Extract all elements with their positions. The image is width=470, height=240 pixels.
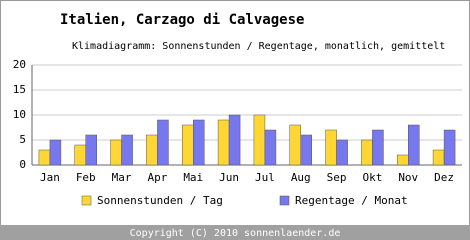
bar [397,154,409,166]
x-tick-label: Nov [398,171,418,184]
y-tick-label: 0 [19,158,26,171]
x-tick-label: Jul [255,171,275,184]
bar [253,114,266,166]
x-tick-label: Jun [219,171,239,184]
legend-label: Regentage / Monat [295,194,408,207]
bar [49,139,62,166]
y-tick-label: 10 [13,108,26,121]
x-tick-label: Apr [147,171,167,184]
bar [443,129,456,166]
bar [182,124,194,166]
bar [38,149,51,166]
x-tick-label: Dez [434,171,454,184]
bar [85,134,97,166]
x-tick-label: Okt [362,171,382,184]
footer-bar [0,225,470,240]
bar [228,114,241,166]
bar [300,134,312,166]
bar [110,139,122,166]
bar [325,129,337,166]
y-tick-label: 5 [19,133,26,146]
bar [264,129,277,166]
bar [157,119,169,166]
legend-swatch [279,195,290,206]
footer: Copyright (C) 2010 sonnenlaender.de [130,228,341,239]
bar [408,124,420,166]
x-tick-label: Aug [291,171,311,184]
y-tick-label: 15 [13,83,26,96]
x-tick-label: Mar [112,171,132,184]
bar [336,139,348,166]
bar [361,139,373,166]
bar [193,119,205,166]
bar [289,124,301,166]
legend-swatch [81,195,92,206]
chart-subtitle: Klimadiagramm: Sonnenstunden / Regentage… [72,41,445,52]
legend-label: Sonnenstunden / Tag [97,194,223,207]
bar [74,144,86,166]
x-tick-label: Jan [40,171,60,184]
x-tick-label: Sep [327,171,347,184]
bar [146,134,158,166]
chart-title: Italien, Carzago di Calvagese [60,12,304,28]
bar [217,119,230,166]
x-tick-label: Mai [183,171,203,184]
bar [121,134,133,166]
bar [372,129,384,166]
x-tick-label: Feb [76,171,96,184]
bar [432,149,445,166]
y-tick-label: 20 [13,58,26,71]
